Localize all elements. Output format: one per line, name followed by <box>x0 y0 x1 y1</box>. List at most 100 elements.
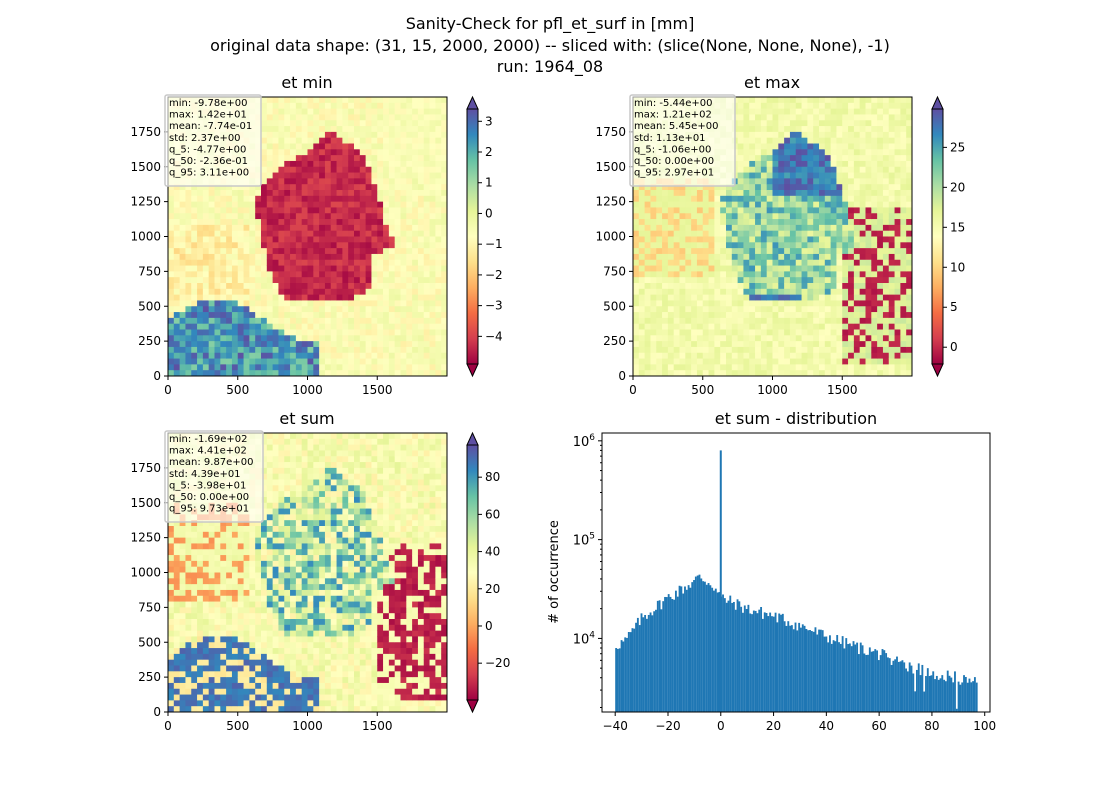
heatmap-cell <box>301 352 308 359</box>
heatmap-cell <box>633 306 640 313</box>
heatmap-cell <box>894 335 901 342</box>
heatmap-cell <box>313 97 320 104</box>
heatmap-cell <box>801 277 808 284</box>
heatmap-cell <box>324 358 332 365</box>
heatmap-cell <box>173 566 181 573</box>
heatmap-cell <box>168 636 175 643</box>
heatmap-cell <box>696 288 704 296</box>
heatmap-cell <box>807 259 814 266</box>
heatmap-cell <box>702 236 709 243</box>
y-tick-label: 1500 <box>130 160 161 174</box>
heatmap-cell <box>394 120 401 127</box>
heatmap-cell <box>342 149 349 156</box>
heatmap-cell <box>179 300 186 307</box>
heatmap-cell <box>261 207 268 214</box>
heatmap-cell <box>261 335 268 342</box>
heatmap-cell <box>737 108 744 115</box>
heatmap-cell <box>173 201 181 208</box>
heatmap-cell <box>342 329 349 336</box>
heatmap-cell <box>894 160 901 168</box>
colorbar-tick-label: 20 <box>950 180 965 194</box>
heatmap-cell <box>417 178 425 185</box>
heatmap-cell <box>359 178 367 185</box>
heatmap-cell <box>307 166 314 173</box>
heatmap-cell <box>807 190 814 197</box>
heatmap-cell <box>894 242 901 249</box>
heatmap-cell <box>354 160 361 168</box>
heatmap-cell <box>853 190 861 197</box>
heatmap-cell <box>185 677 192 684</box>
heatmap-cell <box>865 102 872 110</box>
heatmap-cell <box>342 300 349 307</box>
heatmap-cell <box>894 137 901 144</box>
heatmap-cell <box>894 236 901 243</box>
heatmap-cell <box>662 236 669 243</box>
heatmap-cell <box>214 271 221 278</box>
heatmap-cell <box>330 190 337 197</box>
heatmap-cell <box>202 283 210 290</box>
heatmap-cell <box>848 271 855 278</box>
heatmap-cell <box>807 271 814 278</box>
heatmap-cell <box>731 358 739 365</box>
heatmap-cell <box>784 172 791 179</box>
heatmap-cell <box>836 346 843 354</box>
heatmap-cell <box>760 219 768 226</box>
heatmap-cell <box>383 329 390 336</box>
heatmap-cell <box>243 195 250 203</box>
heatmap-cell <box>789 317 797 325</box>
heatmap-cell <box>766 102 773 110</box>
heatmap-cell <box>226 201 233 208</box>
heatmap-cell <box>749 190 756 197</box>
heatmap-cell <box>877 248 884 255</box>
heatmap-cell <box>743 155 750 162</box>
heatmap-cell <box>435 224 442 232</box>
heatmap-cell <box>429 329 436 336</box>
heatmap-cell <box>214 341 221 348</box>
heatmap-cell <box>760 294 768 301</box>
heatmap-cell <box>214 358 221 365</box>
heatmap-cell <box>877 277 884 284</box>
heatmap-cell <box>383 335 390 342</box>
heatmap-cell <box>423 283 430 290</box>
heatmap-cell <box>743 300 750 307</box>
heatmap-cell <box>842 172 849 179</box>
heatmap-cell <box>179 653 186 661</box>
heatmap-cell <box>766 352 773 359</box>
heatmap-cell <box>714 323 721 330</box>
heatmap-cell <box>429 149 436 156</box>
heatmap-cell <box>394 195 401 203</box>
heatmap-cell <box>819 300 826 307</box>
heatmap-cell <box>237 352 244 359</box>
heatmap-cell <box>336 329 343 336</box>
heatmap-cell <box>638 370 646 377</box>
heatmap-cell <box>394 271 401 278</box>
heatmap-cell <box>400 358 407 365</box>
heatmap-cell <box>888 149 895 156</box>
heatmap-cell <box>731 265 739 272</box>
heatmap-cell <box>423 370 430 377</box>
heatmap-cell <box>266 364 274 371</box>
heatmap-cell <box>888 131 895 139</box>
heatmap-cell <box>348 277 355 284</box>
heatmap-cell <box>824 306 832 313</box>
heatmap-cell <box>691 294 698 301</box>
heatmap-cell <box>191 543 198 550</box>
heatmap-cell <box>342 352 349 359</box>
heatmap-cell <box>656 294 663 301</box>
heatmap-cell <box>324 352 332 359</box>
heatmap-cell <box>179 201 186 208</box>
heatmap-cell <box>272 242 279 249</box>
heatmap-cell <box>319 126 326 133</box>
heatmap-cell <box>429 341 436 348</box>
heatmap-cell <box>877 131 884 139</box>
heatmap-cell <box>644 248 651 255</box>
heatmap-cell <box>441 207 448 214</box>
heatmap-cell <box>685 306 692 313</box>
heatmap-cell <box>848 155 855 162</box>
heatmap-cell <box>266 242 274 249</box>
heatmap-cell <box>853 242 861 249</box>
heatmap-cell <box>417 277 425 284</box>
heatmap-cell <box>662 213 669 220</box>
heatmap-cell <box>656 195 663 203</box>
heatmap-cell <box>662 288 669 296</box>
